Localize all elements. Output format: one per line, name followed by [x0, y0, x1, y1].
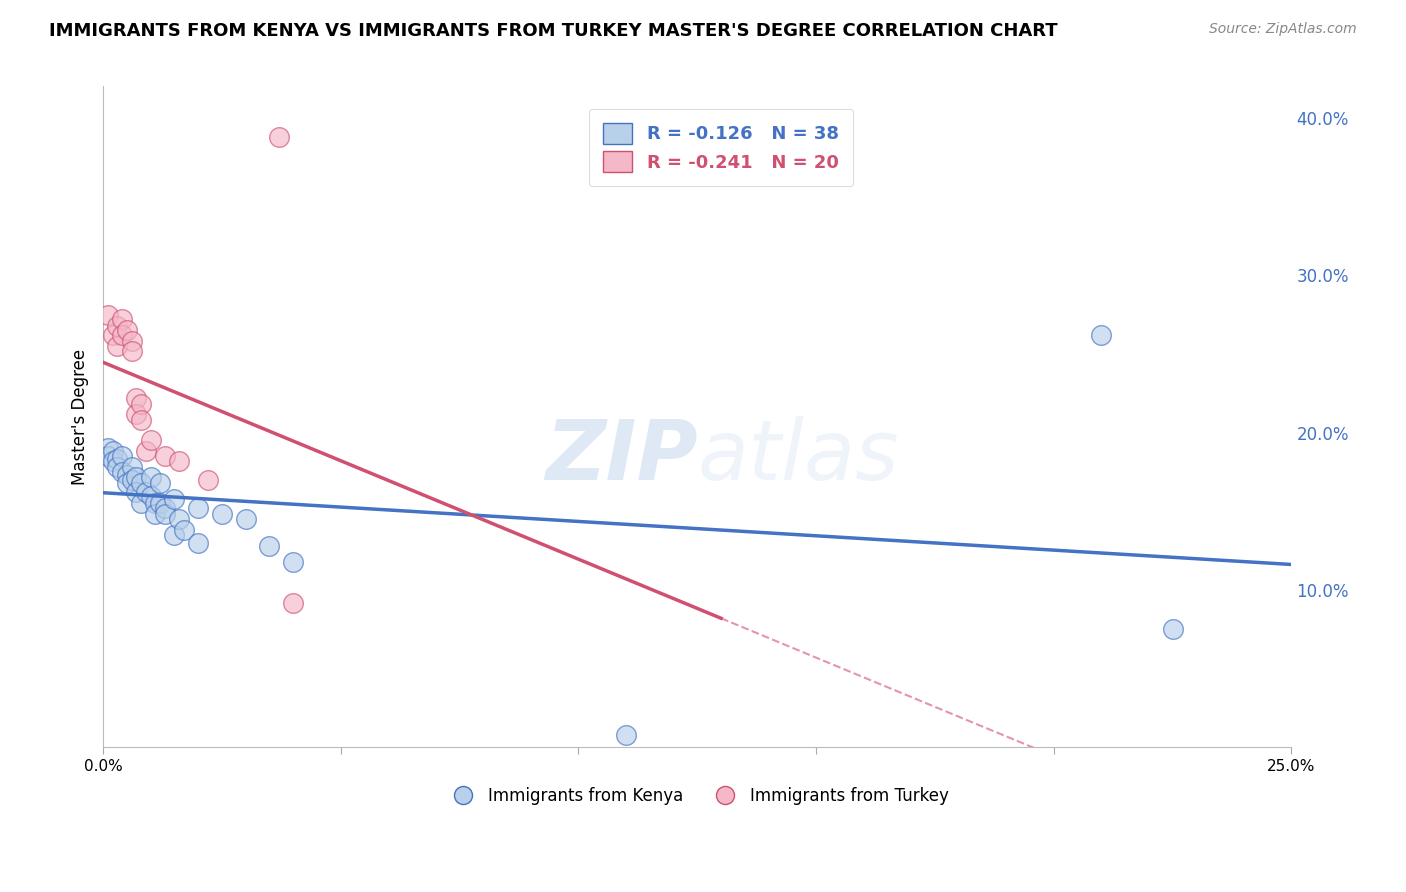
Point [283, 596, 305, 610]
Point [111, 328, 134, 343]
Point [115, 323, 138, 337]
Text: IMMIGRANTS FROM KENYA VS IMMIGRANTS FROM TURKEY MASTER'S DEGREE CORRELATION CHAR: IMMIGRANTS FROM KENYA VS IMMIGRANTS FROM… [49, 22, 1057, 40]
Point [111, 449, 134, 463]
Point [153, 449, 176, 463]
Point [121, 334, 143, 349]
Point [1161, 623, 1184, 637]
Point [167, 454, 190, 468]
Point [125, 391, 148, 405]
Point [163, 491, 186, 506]
Point [173, 523, 195, 537]
Point [125, 407, 148, 421]
Point [135, 485, 157, 500]
Point [125, 469, 148, 483]
Point [111, 465, 134, 479]
Point [211, 508, 233, 522]
Point [614, 728, 637, 742]
Point [125, 485, 148, 500]
Point [167, 512, 190, 526]
Point [135, 444, 157, 458]
Point [145, 496, 167, 510]
Point [115, 468, 138, 483]
Text: Source: ZipAtlas.com: Source: ZipAtlas.com [1209, 22, 1357, 37]
Point [1090, 328, 1112, 343]
Point [283, 555, 305, 569]
Point [153, 501, 176, 516]
Point [153, 508, 176, 522]
Point [187, 535, 209, 549]
Point [115, 475, 138, 490]
Y-axis label: Master's Degree: Master's Degree [72, 349, 89, 485]
Point [111, 312, 134, 326]
Point [97, 308, 120, 322]
Point [163, 528, 186, 542]
Text: ZIP: ZIP [544, 416, 697, 497]
Point [235, 512, 257, 526]
Point [101, 444, 124, 458]
Point [187, 501, 209, 516]
Point [149, 496, 172, 510]
Point [105, 452, 128, 467]
Point [267, 129, 290, 144]
Point [105, 460, 128, 475]
Point [121, 343, 143, 358]
Point [129, 496, 152, 510]
Point [97, 442, 120, 456]
Point [259, 539, 281, 553]
Point [97, 449, 120, 463]
Point [145, 508, 167, 522]
Point [149, 475, 172, 490]
Point [129, 397, 152, 411]
Text: atlas: atlas [697, 416, 898, 497]
Point [139, 489, 162, 503]
Point [101, 328, 124, 343]
Point [121, 460, 143, 475]
Point [105, 339, 128, 353]
Point [105, 318, 128, 333]
Point [129, 413, 152, 427]
Point [121, 473, 143, 487]
Point [197, 473, 219, 487]
Point [129, 475, 152, 490]
Point [139, 434, 162, 448]
Point [139, 469, 162, 483]
Legend: Immigrants from Kenya, Immigrants from Turkey: Immigrants from Kenya, Immigrants from T… [440, 780, 955, 812]
Point [101, 454, 124, 468]
